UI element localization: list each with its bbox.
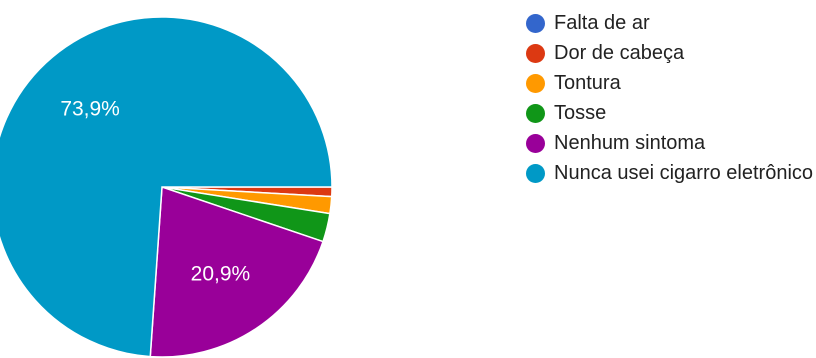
pie-slice-5 [0, 16, 333, 358]
legend-label: Nunca usei cigarro eletrônico [554, 161, 814, 184]
legend-item-3: Tosse [526, 98, 813, 128]
legend-item-0: Falta de ar [526, 8, 813, 38]
legend-item-2: Tontura [526, 68, 813, 98]
legend-swatch-icon [526, 133, 545, 153]
legend-item-1: Dor de cabeça [526, 38, 813, 68]
pie-percent-labels: 20,9% 73,9% [60, 97, 250, 285]
legend-label: Nenhum sintoma [554, 131, 706, 154]
chart-legend: Falta de ar Dor de cabeça Tontura Tosse Nenh… [526, 8, 813, 188]
legend-swatch-icon [526, 43, 545, 63]
legend-item-5: Nunca usei cigarro eletrônico [526, 158, 813, 188]
slice-percent-label-4: 20,9% [191, 262, 251, 285]
pie-slice-4 [149, 185, 324, 358]
legend-swatch-icon [526, 73, 545, 93]
pie-slices [0, 16, 333, 358]
legend-swatch-icon [526, 13, 545, 33]
legend-label: Tosse [554, 101, 607, 124]
legend-label: Falta de ar [554, 11, 650, 34]
legend-swatch-icon [526, 163, 545, 183]
slice-percent-label-5: 73,9% [60, 97, 120, 120]
legend-swatch-icon [526, 103, 545, 123]
legend-label: Dor de cabeça [554, 41, 685, 64]
legend-item-4: Nenhum sintoma [526, 128, 813, 158]
legend-label: Tontura [554, 71, 621, 94]
